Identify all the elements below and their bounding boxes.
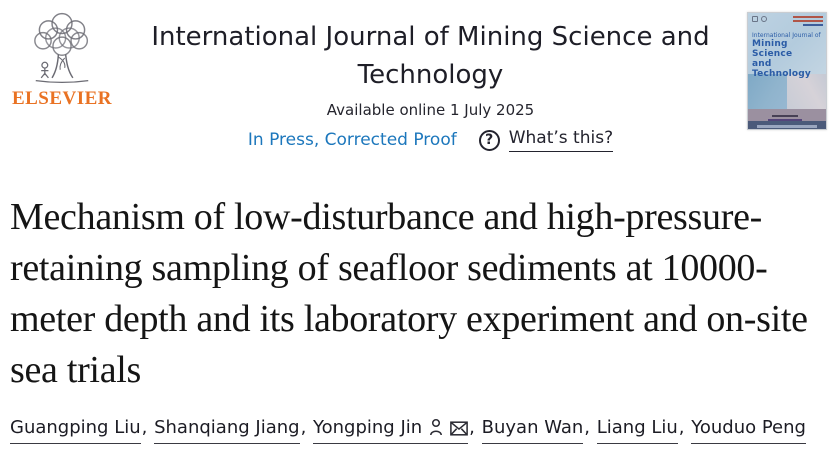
author-separator: , bbox=[678, 417, 691, 438]
author-link[interactable]: Shanqiang Jiang bbox=[154, 417, 300, 444]
author-link[interactable]: Liang Liu bbox=[596, 417, 678, 444]
elsevier-logo[interactable]: ELSEVIER bbox=[10, 8, 114, 110]
author-link[interactable]: Youduo Peng bbox=[691, 417, 806, 444]
journal-cover-thumbnail[interactable]: International Journal of Mining Science … bbox=[747, 12, 827, 130]
cover-volume-band bbox=[748, 109, 826, 121]
cover-footer-strip bbox=[748, 121, 826, 129]
author-separator: , bbox=[141, 417, 154, 438]
cover-texture-panel bbox=[748, 74, 826, 109]
elsevier-wordmark: ELSEVIER bbox=[11, 88, 113, 109]
journal-title-link[interactable]: International Journal of Mining Science … bbox=[151, 22, 710, 90]
cover-mini-logo-icon bbox=[752, 16, 758, 22]
journal-header: ELSEVIER International Journal of Mining… bbox=[0, 0, 833, 158]
author-list: Guangping Liu, Shanqiang Jiang, Yongping… bbox=[0, 417, 833, 444]
cover-mini-emblem-icon bbox=[761, 16, 767, 22]
author-separator: , bbox=[469, 417, 481, 438]
whats-this-link[interactable]: What’s this? bbox=[508, 128, 614, 152]
article-title: Mechanism of low-disturbance and high-pr… bbox=[10, 196, 808, 391]
cover-top-panel: International Journal of Mining Science … bbox=[748, 13, 826, 79]
author-separator: , bbox=[300, 417, 313, 438]
envelope-icon[interactable] bbox=[450, 421, 469, 436]
journal-info: International Journal of Mining Science … bbox=[114, 8, 747, 152]
author-link[interactable]: Buyan Wan bbox=[481, 417, 584, 444]
author-link[interactable]: Yongping Jin bbox=[313, 417, 469, 444]
available-online-text: Available online 1 July 2025 bbox=[326, 101, 535, 119]
cover-issn-lines bbox=[793, 16, 823, 26]
status-row: In Press, Corrected Proof ? What’s this? bbox=[114, 128, 747, 152]
person-icon[interactable] bbox=[428, 418, 444, 436]
elsevier-tree-icon bbox=[34, 12, 89, 84]
cover-journal-title: International Journal of Mining Science … bbox=[752, 32, 821, 79]
in-press-link[interactable]: In Press, Corrected Proof bbox=[247, 130, 457, 150]
help-question-icon[interactable]: ? bbox=[478, 129, 500, 151]
author-link[interactable]: Guangping Liu bbox=[10, 417, 141, 444]
author-separator: , bbox=[584, 417, 596, 438]
